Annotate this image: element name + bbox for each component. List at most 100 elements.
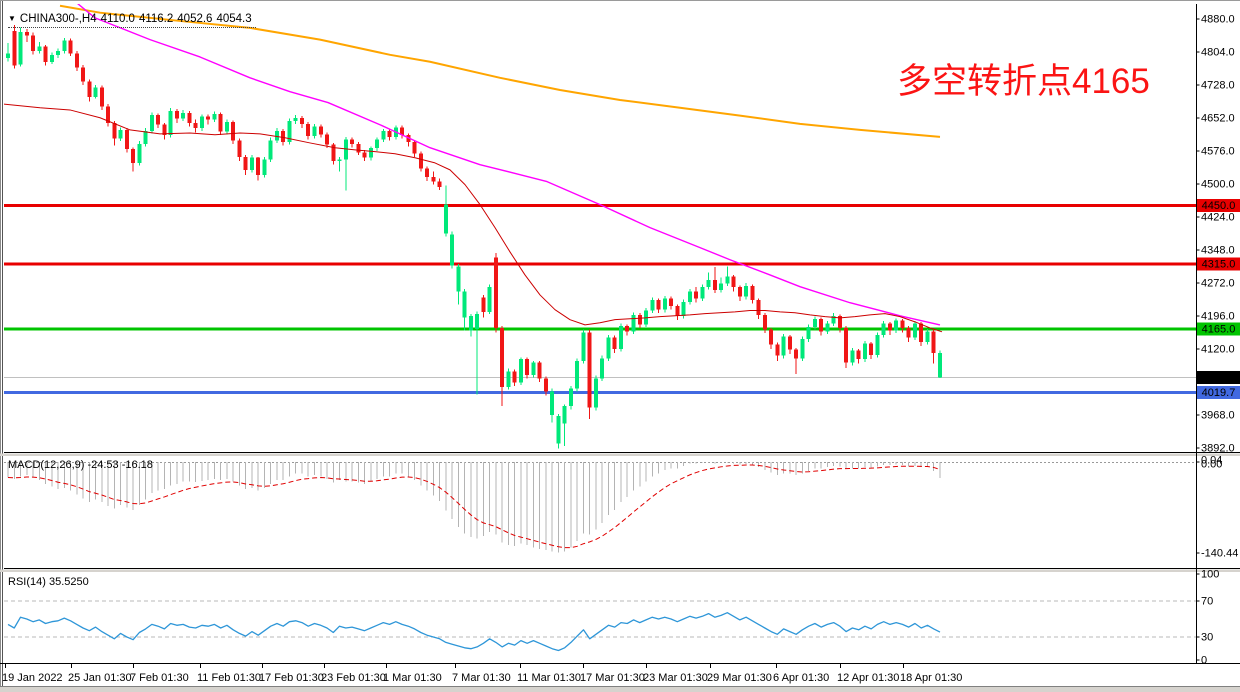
candle-body <box>24 31 29 36</box>
symbol-dropdown-icon[interactable]: ▼ <box>8 14 16 23</box>
rsi-axis-label: 70 <box>1201 596 1213 608</box>
candle-body <box>493 257 498 328</box>
candles-layer <box>6 24 942 449</box>
candle-body <box>612 337 617 349</box>
symbol-period-label: CHINA300-,H4 <box>19 13 97 25</box>
candle-body <box>287 120 292 143</box>
ma-slow-orange[interactable] <box>59 4 941 138</box>
candle-body <box>131 149 136 163</box>
candle-body <box>744 286 749 297</box>
price-tick-label: 4652.0 <box>1201 112 1235 124</box>
candle-body <box>537 362 542 379</box>
price-axis[interactable] <box>1197 4 1240 663</box>
candle-body <box>781 336 786 356</box>
time-tick-label: 23 Mar 01:30 <box>643 672 708 684</box>
candle-body <box>350 139 355 144</box>
candle-body <box>675 306 680 316</box>
time-tick-label: 19 Jan 2022 <box>2 672 63 684</box>
candle-body <box>6 53 10 58</box>
candle-body <box>187 112 192 123</box>
candle-body <box>681 301 686 316</box>
candle-body <box>99 87 104 107</box>
time-axis[interactable] <box>4 664 1196 686</box>
candle-body <box>687 291 692 302</box>
candle-body <box>506 371 511 387</box>
candle-body <box>281 130 286 143</box>
candle-body <box>199 116 204 129</box>
candle-body <box>87 81 92 97</box>
candle-body <box>931 331 936 354</box>
price-tick-label: 4196.0 <box>1201 310 1235 322</box>
ma-mid-magenta[interactable] <box>75 1 941 326</box>
resistance-4450-badge <box>1197 198 1240 212</box>
candle-body <box>775 344 780 356</box>
price-tick-label: 4348.0 <box>1201 244 1235 256</box>
candle-body <box>331 144 336 162</box>
candle-body <box>362 152 367 158</box>
time-tick-label: 1 Mar 01:30 <box>383 672 442 684</box>
support-4019-badge-label: 4019.7 <box>1202 387 1236 399</box>
ma-fast-red[interactable] <box>2 103 943 333</box>
price-tick-label: 4804.0 <box>1201 46 1235 58</box>
candle-body <box>74 53 79 68</box>
candle-body <box>112 122 117 139</box>
current-price-line-badge-label: 4054.3 <box>1202 372 1236 384</box>
candle-body <box>343 139 348 160</box>
candle-body <box>37 46 42 51</box>
candle-body <box>650 300 655 311</box>
ma-lines-layer <box>2 1 943 333</box>
candle-body <box>631 314 636 332</box>
candle-body <box>568 388 573 407</box>
macd-signal-line[interactable] <box>7 464 941 549</box>
rsi-axis-label: 0 <box>1201 655 1207 667</box>
candle-body <box>869 343 874 355</box>
candle-body <box>531 362 536 375</box>
candle-body <box>12 30 17 66</box>
price-tick-label: 4576.0 <box>1201 145 1235 157</box>
macd-axis-label: 0.04 <box>1201 455 1222 467</box>
candle-body <box>550 391 555 415</box>
candle-body <box>468 316 473 331</box>
candle-body <box>418 153 423 169</box>
price-tick-label: 4880.0 <box>1201 13 1235 25</box>
rsi-axis-labels: 100 70 30 0 <box>1196 569 1219 667</box>
price-axis-labels: 4880.0 4804.0 4728.0 4652.0 4576.0 4500.0 4424… <box>1196 13 1235 454</box>
candle-body <box>919 323 924 342</box>
candle-body <box>812 319 817 328</box>
rsi-line[interactable] <box>7 612 941 652</box>
candle-body <box>881 323 886 335</box>
candle-body <box>518 359 523 383</box>
candle-body <box>894 320 899 331</box>
candle-body <box>862 343 867 360</box>
candle-body <box>762 314 767 330</box>
candle-body <box>93 87 98 97</box>
candle-body <box>525 359 530 375</box>
candle-body <box>137 143 142 163</box>
rsi-panel[interactable] <box>4 572 1196 663</box>
main-chart-layer <box>2 1 1196 449</box>
candle-body <box>224 122 229 132</box>
candle-body <box>719 283 724 291</box>
candle-body <box>412 142 417 154</box>
candle-body <box>450 234 455 266</box>
candle-body <box>562 406 567 424</box>
price-tick-label: 4728.0 <box>1201 79 1235 91</box>
candle-body <box>731 276 736 288</box>
high-value: 4116.2 <box>138 13 174 25</box>
price-tick-label: 3892.0 <box>1201 442 1235 454</box>
candle-body <box>806 327 811 340</box>
candle-body <box>512 371 517 383</box>
candle-body <box>669 298 674 307</box>
candle-body <box>712 280 717 291</box>
candle-body <box>43 46 48 63</box>
candle-body <box>787 336 792 350</box>
candle-body <box>750 286 755 301</box>
candle-body <box>268 140 273 160</box>
annotation-text[interactable]: 多空转折点4165 <box>897 62 1150 101</box>
time-tick-label: 6 Apr 01:30 <box>773 672 829 684</box>
candle-body <box>274 130 279 141</box>
macd-panel[interactable] <box>4 456 1196 568</box>
candle-body <box>206 116 211 120</box>
candle-body <box>581 332 586 361</box>
